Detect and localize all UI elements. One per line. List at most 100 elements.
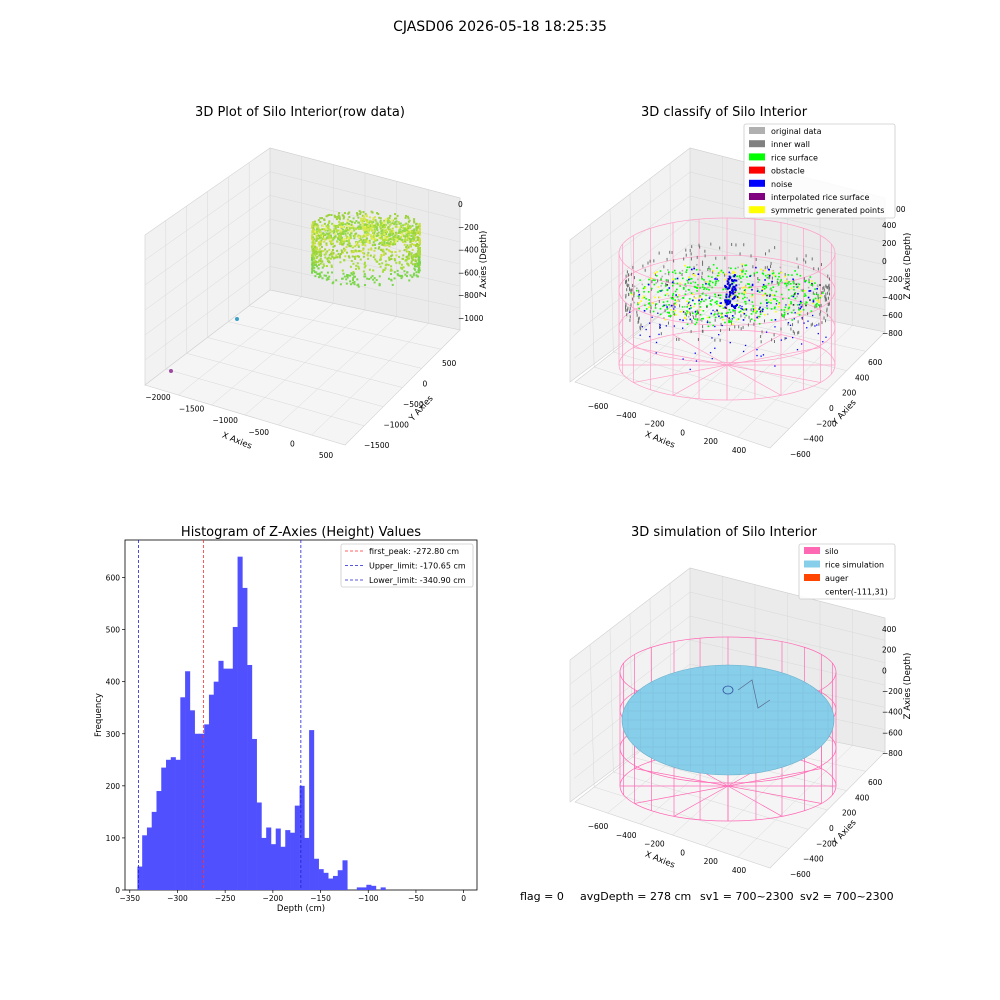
data-point: [311, 235, 314, 238]
classified-point: [665, 279, 668, 281]
data-point: [358, 221, 361, 224]
data-point: [343, 240, 346, 243]
data-point: [367, 228, 370, 231]
classified-point: [783, 311, 786, 314]
histogram-bar: [189, 710, 195, 890]
noise-point: [731, 279, 734, 282]
noise-point: [742, 350, 745, 353]
data-point: [344, 223, 347, 226]
data-point: [358, 210, 361, 213]
inner-wall-point: [702, 329, 704, 333]
data-point: [383, 221, 386, 224]
noise-point: [732, 285, 735, 288]
data-point: [379, 234, 382, 237]
data-point: [349, 235, 352, 238]
classified-point: [776, 300, 778, 302]
classified-point: [798, 314, 801, 316]
data-point: [416, 263, 419, 266]
tick-label: 500: [442, 359, 457, 368]
classified-point: [751, 301, 754, 303]
classified-point: [807, 296, 810, 299]
data-point: [386, 244, 389, 247]
classified-point: [782, 315, 784, 318]
noise-point: [807, 320, 809, 322]
noise-point: [725, 293, 728, 296]
data-point: [376, 222, 379, 225]
inner-wall-point: [793, 331, 795, 335]
data-point: [317, 251, 320, 254]
silo-line: [633, 364, 728, 383]
inner-wall-point: [640, 323, 642, 327]
classified-point: [699, 269, 701, 271]
y-tick-label: 500: [106, 626, 121, 635]
tick-label: −1000: [213, 416, 239, 425]
data-point: [401, 257, 404, 260]
histogram-bar: [156, 791, 162, 890]
classified-point: [666, 308, 669, 310]
classified-point: [672, 278, 674, 281]
classified-point: [647, 283, 650, 286]
classified-point: [775, 290, 778, 293]
inner-wall-point: [753, 273, 755, 277]
data-point: [383, 219, 386, 222]
classified-point: [781, 314, 784, 316]
data-point: [362, 248, 365, 251]
classified-point: [809, 276, 812, 278]
classified-point: [764, 274, 767, 277]
histogram-bar: [213, 681, 219, 890]
data-point: [315, 261, 318, 264]
data-point: [417, 271, 420, 274]
classified-point: [709, 284, 711, 287]
noise-point: [729, 341, 731, 344]
classified-point: [771, 270, 774, 272]
classified-point: [741, 271, 744, 273]
classified-point: [678, 293, 680, 296]
classified-point: [736, 275, 738, 278]
noise-point: [728, 275, 731, 278]
classified-point: [758, 315, 761, 318]
noise-point: [729, 292, 732, 295]
tick-label: 00: [896, 205, 906, 214]
noise-point: [744, 344, 747, 347]
classified-point: [701, 292, 704, 295]
classified-point: [638, 307, 641, 310]
data-point: [355, 264, 358, 267]
inner-wall-point: [735, 243, 737, 247]
classified-point: [777, 282, 780, 284]
tick-label: 0: [680, 428, 685, 437]
classified-point: [752, 305, 755, 307]
data-point: [406, 271, 409, 274]
classified-point: [714, 310, 716, 313]
classified-point: [793, 294, 795, 296]
data-point: [338, 256, 341, 259]
classified-point: [685, 313, 687, 316]
inner-wall-point: [715, 256, 717, 260]
data-point: [312, 249, 315, 252]
classified-point: [787, 297, 790, 299]
grid-lines: [144, 156, 461, 436]
inner-wall-point: [642, 264, 644, 268]
histogram-bar: [175, 759, 181, 890]
data-point: [312, 230, 315, 233]
inner-wall-point: [828, 284, 830, 288]
classified-point: [671, 284, 674, 287]
inner-wall-point: [667, 279, 669, 283]
classified-point: [738, 292, 740, 295]
silo-line: [726, 347, 821, 366]
noise-point: [728, 294, 731, 297]
classified-point: [764, 292, 767, 295]
classified-point: [773, 307, 776, 310]
inner-wall-point: [673, 303, 675, 307]
data-point: [391, 254, 394, 257]
data-point: [332, 238, 335, 241]
data-point: [313, 232, 316, 235]
data-point: [373, 216, 376, 219]
data-point: [323, 222, 326, 225]
tick-label: −600: [882, 728, 903, 737]
data-point: [342, 214, 345, 217]
classified-point: [778, 301, 781, 304]
inner-wall-point: [632, 284, 634, 288]
inner-wall-point: [626, 313, 628, 317]
data-point: [334, 227, 337, 230]
